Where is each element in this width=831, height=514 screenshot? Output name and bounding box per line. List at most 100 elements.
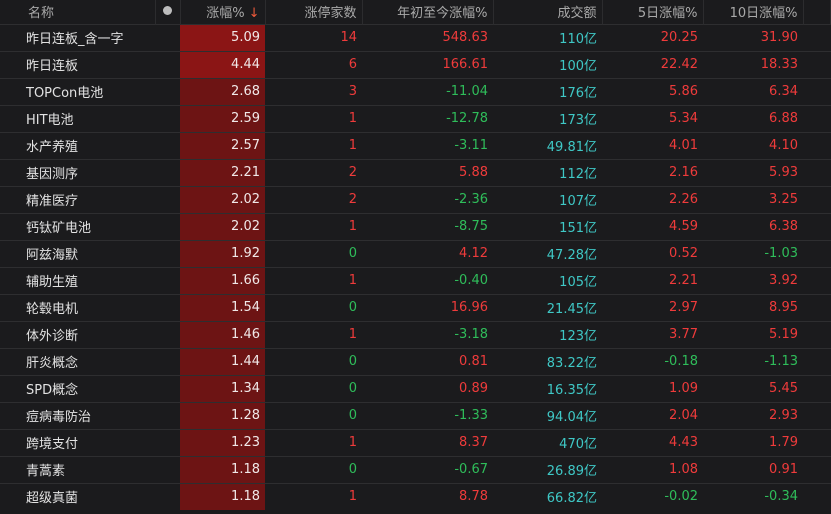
table-row[interactable]: 水产养殖 2.57 1 -3.11 49.81亿 4.01 4.10 xyxy=(0,131,831,159)
table-row[interactable]: 辅助生殖 1.66 1 -0.40 105亿 2.21 3.92 xyxy=(0,266,831,294)
cell-change: 2.68 xyxy=(180,77,265,105)
cell-d5: 22.42 xyxy=(602,50,703,78)
table-row[interactable]: 昨日连板 4.44 6 166.61 100亿 22.42 18.33 xyxy=(0,50,831,78)
header-change[interactable]: 涨幅% ↓ xyxy=(180,0,266,24)
header-dot[interactable] xyxy=(155,0,181,24)
cell-empty xyxy=(803,212,831,240)
cell-turnover: 16.35亿 xyxy=(493,374,602,402)
cell-name: 轮毂电机 xyxy=(0,293,155,321)
table-row[interactable]: 超级真菌 1.18 1 8.78 66.82亿 -0.02 -0.34 xyxy=(0,482,831,510)
cell-d10: 3.92 xyxy=(703,266,803,294)
table-row[interactable]: 精准医疗 2.02 2 -2.36 107亿 2.26 3.25 xyxy=(0,185,831,213)
header-d5[interactable]: 5日涨幅% xyxy=(602,0,704,24)
cell-empty xyxy=(803,266,831,294)
cell-turnover: 21.45亿 xyxy=(493,293,602,321)
cell-limit-up: 0 xyxy=(265,401,362,429)
cell-empty xyxy=(803,320,831,348)
cell-limit-up: 1 xyxy=(265,320,362,348)
cell-empty xyxy=(155,482,180,510)
cell-change: 1.23 xyxy=(180,428,265,456)
table-row[interactable]: 肝炎概念 1.44 0 0.81 83.22亿 -0.18 -1.13 xyxy=(0,347,831,375)
cell-limit-up: 2 xyxy=(265,185,362,213)
cell-change: 1.18 xyxy=(180,482,265,510)
header-limit-up[interactable]: 涨停家数 xyxy=(265,0,363,24)
cell-empty xyxy=(803,50,831,78)
cell-d10: 5.93 xyxy=(703,158,803,186)
cell-limit-up: 2 xyxy=(265,158,362,186)
cell-empty xyxy=(155,455,180,483)
cell-empty xyxy=(155,158,180,186)
cell-empty xyxy=(803,23,831,51)
cell-limit-up: 1 xyxy=(265,266,362,294)
cell-d10: -1.03 xyxy=(703,239,803,267)
cell-empty xyxy=(803,158,831,186)
cell-ytd: -2.36 xyxy=(362,185,493,213)
header-turnover[interactable]: 成交额 xyxy=(493,0,603,24)
table-row[interactable]: 跨境支付 1.23 1 8.37 470亿 4.43 1.79 xyxy=(0,428,831,456)
cell-d10: 5.45 xyxy=(703,374,803,402)
cell-name: 辅助生殖 xyxy=(0,266,155,294)
cell-limit-up: 1 xyxy=(265,482,362,510)
table-row[interactable]: 青蒿素 1.18 0 -0.67 26.89亿 1.08 0.91 xyxy=(0,455,831,483)
cell-name: 超级真菌 xyxy=(0,482,155,510)
cell-empty xyxy=(155,374,180,402)
cell-empty xyxy=(155,401,180,429)
cell-name: 昨日连板 xyxy=(0,50,155,78)
cell-change: 1.44 xyxy=(180,347,265,375)
cell-empty xyxy=(803,131,831,159)
cell-d5: 1.08 xyxy=(602,455,703,483)
cell-ytd: -11.04 xyxy=(362,77,493,105)
cell-ytd: 548.63 xyxy=(362,23,493,51)
cell-limit-up: 3 xyxy=(265,77,362,105)
cell-d5: 2.21 xyxy=(602,266,703,294)
table-row[interactable]: 阿兹海默 1.92 0 4.12 47.28亿 0.52 -1.03 xyxy=(0,239,831,267)
cell-name: 昨日连板_含一字 xyxy=(0,23,155,51)
header-name[interactable]: 名称 xyxy=(0,0,156,24)
table-row[interactable]: 昨日连板_含一字 5.09 14 548.63 110亿 20.25 31.90 xyxy=(0,23,831,51)
cell-d10: 6.38 xyxy=(703,212,803,240)
cell-d5: 2.16 xyxy=(602,158,703,186)
table-row[interactable]: SPD概念 1.34 0 0.89 16.35亿 1.09 5.45 xyxy=(0,374,831,402)
cell-name: SPD概念 xyxy=(0,374,155,402)
cell-ytd: -0.40 xyxy=(362,266,493,294)
cell-limit-up: 0 xyxy=(265,293,362,321)
header-d10[interactable]: 10日涨幅% xyxy=(703,0,804,24)
cell-change: 1.46 xyxy=(180,320,265,348)
header-row: 名称 涨幅% ↓ 涨停家数 年初至今涨幅% 成交额 5日涨幅% 10日涨幅% xyxy=(0,0,831,24)
cell-empty xyxy=(803,185,831,213)
cell-ytd: 5.88 xyxy=(362,158,493,186)
table-row[interactable]: 钙钛矿电池 2.02 1 -8.75 151亿 4.59 6.38 xyxy=(0,212,831,240)
cell-change: 5.09 xyxy=(180,23,265,51)
table-row[interactable]: 基因测序 2.21 2 5.88 112亿 2.16 5.93 xyxy=(0,158,831,186)
table-row[interactable]: TOPCon电池 2.68 3 -11.04 176亿 5.86 6.34 xyxy=(0,77,831,105)
cell-d5: 5.86 xyxy=(602,77,703,105)
cell-empty xyxy=(803,239,831,267)
cell-d5: 1.09 xyxy=(602,374,703,402)
table-row[interactable]: 体外诊断 1.46 1 -3.18 123亿 3.77 5.19 xyxy=(0,320,831,348)
table-row[interactable]: 痘病毒防治 1.28 0 -1.33 94.04亿 2.04 2.93 xyxy=(0,401,831,429)
cell-turnover: 94.04亿 xyxy=(493,401,602,429)
table-row[interactable]: 轮毂电机 1.54 0 16.96 21.45亿 2.97 8.95 xyxy=(0,293,831,321)
cell-name: 肝炎概念 xyxy=(0,347,155,375)
cell-d10: 6.34 xyxy=(703,77,803,105)
cell-empty xyxy=(803,293,831,321)
cell-turnover: 112亿 xyxy=(493,158,602,186)
cell-ytd: 8.37 xyxy=(362,428,493,456)
cell-empty xyxy=(155,212,180,240)
cell-ytd: 0.89 xyxy=(362,374,493,402)
cell-d10: -1.13 xyxy=(703,347,803,375)
cell-d5: 5.34 xyxy=(602,104,703,132)
cell-turnover: 110亿 xyxy=(493,23,602,51)
cell-d10: 6.88 xyxy=(703,104,803,132)
cell-name: 痘病毒防治 xyxy=(0,401,155,429)
cell-change: 1.28 xyxy=(180,401,265,429)
cell-d10: 2.93 xyxy=(703,401,803,429)
cell-change: 2.59 xyxy=(180,104,265,132)
header-ytd[interactable]: 年初至今涨幅% xyxy=(362,0,494,24)
cell-limit-up: 1 xyxy=(265,131,362,159)
cell-empty xyxy=(155,23,180,51)
cell-change: 2.02 xyxy=(180,185,265,213)
cell-name: 水产养殖 xyxy=(0,131,155,159)
table-row[interactable]: HIT电池 2.59 1 -12.78 173亿 5.34 6.88 xyxy=(0,104,831,132)
cell-empty xyxy=(803,77,831,105)
